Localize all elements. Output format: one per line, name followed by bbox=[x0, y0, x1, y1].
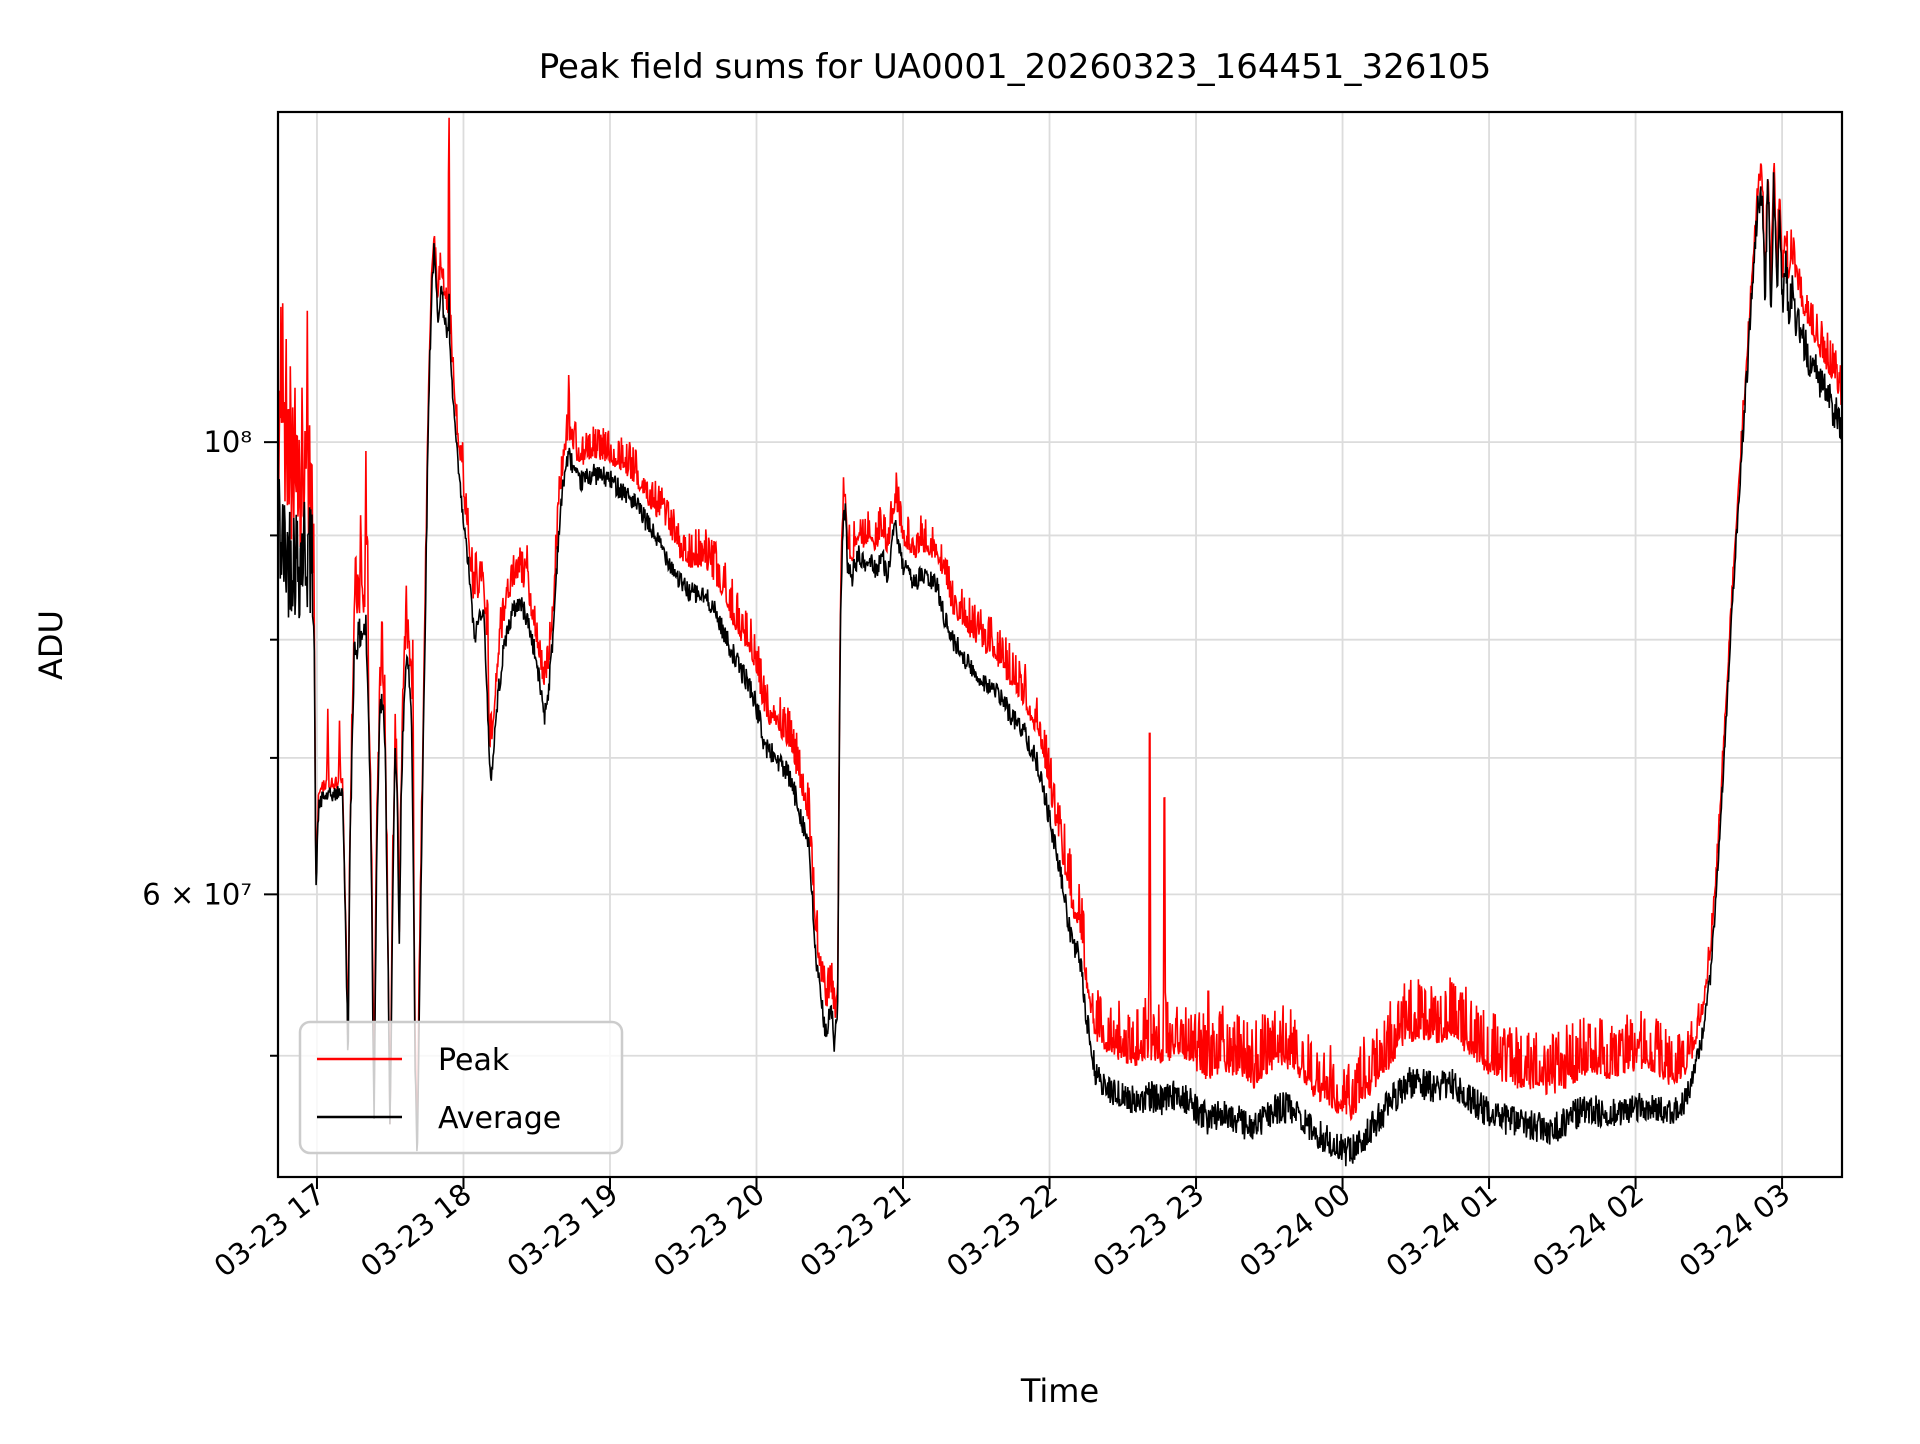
x-tick-label: 03-23 23 bbox=[1087, 1177, 1211, 1284]
average-series-line bbox=[278, 172, 1842, 1167]
legend[interactable]: Peak Average bbox=[298, 1020, 624, 1155]
x-tick-label: 03-24 00 bbox=[1233, 1177, 1357, 1284]
x-tick-label: 03-23 21 bbox=[794, 1177, 918, 1284]
x-tick-label: 03-23 18 bbox=[354, 1177, 478, 1284]
x-tick-label: 03-23 20 bbox=[647, 1177, 771, 1284]
x-tick-label: 03-23 22 bbox=[940, 1177, 1064, 1284]
x-tick-label: 03-23 19 bbox=[501, 1177, 625, 1284]
x-tick-label: 03-23 17 bbox=[208, 1177, 332, 1284]
legend-box bbox=[298, 1020, 624, 1155]
chart-title: Peak field sums for UA0001_20260323_1644… bbox=[539, 47, 1491, 87]
legend-average-label: Average bbox=[438, 1101, 561, 1136]
gridlines bbox=[278, 112, 1842, 1177]
peak-series-line bbox=[278, 117, 1842, 1125]
x-tick-label: 03-24 01 bbox=[1380, 1177, 1504, 1284]
y-axis-label: ADU bbox=[32, 610, 70, 680]
x-tick-label: 03-24 03 bbox=[1673, 1177, 1797, 1284]
legend-peak-label: Peak bbox=[438, 1043, 510, 1078]
x-tick-label: 03-24 02 bbox=[1526, 1177, 1650, 1284]
y-tick-labels: 10⁸ 6 × 10⁷ bbox=[142, 425, 252, 911]
x-tick-labels: 03-23 17 03-23 18 03-23 19 03-23 20 03-23 21… bbox=[208, 1177, 1797, 1284]
y-tick-label: 10⁸ bbox=[203, 425, 252, 459]
plot-border bbox=[276, 110, 1844, 1179]
axis-ticks bbox=[264, 441, 1784, 1189]
x-axis-label: Time bbox=[1020, 1372, 1099, 1410]
y-tick-label: 6 × 10⁷ bbox=[142, 877, 252, 911]
